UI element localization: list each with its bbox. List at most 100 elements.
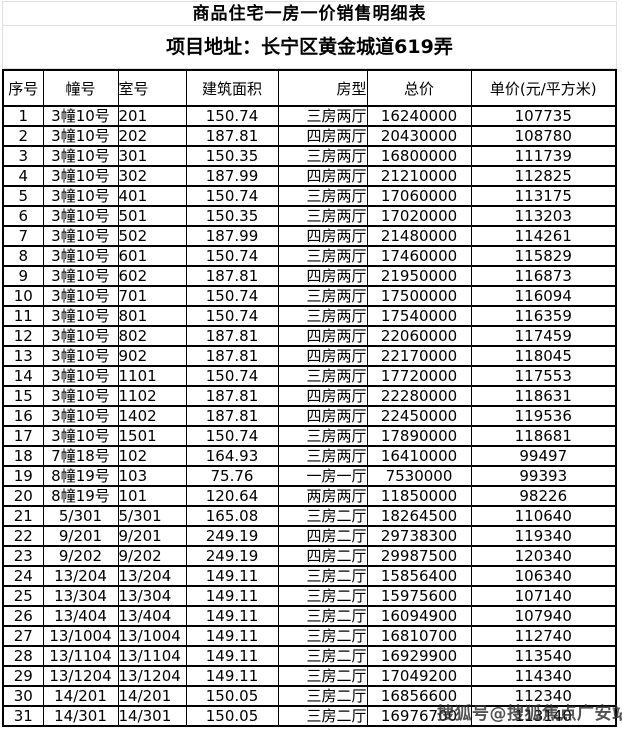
cell-index: 4 (2, 165, 44, 187)
cell-room-type: 两房两厅 (277, 485, 368, 507)
cell-building-no: 3幢10号 (42, 265, 119, 287)
table-row: 5 3幢10号 401 150.74 三房两厅 17060000 113175 (2, 185, 617, 207)
cell-total-price: 17020000 (366, 205, 472, 227)
cell-index: 16 (2, 405, 44, 427)
cell-building-no: 3幢10号 (42, 125, 119, 147)
cell-area: 75.76 (185, 465, 279, 487)
cell-room-no: 202 (117, 125, 187, 147)
cell-building-no: 3幢10号 (42, 425, 119, 447)
cell-index: 8 (2, 245, 44, 267)
cell-index: 7 (2, 225, 44, 247)
table-row: 21 5/301 5/301 165.08 三房二厅 18264500 1106… (2, 505, 617, 527)
cell-area: 149.11 (185, 605, 279, 627)
cell-building-no: 14/201 (42, 685, 119, 707)
table-body: 1 3幢10号 201 150.74 三房两厅 16240000 107735 … (2, 105, 617, 727)
cell-building-no: 8幢19号 (42, 465, 119, 487)
cell-building-no: 3幢10号 (42, 365, 119, 387)
cell-area: 150.05 (185, 685, 279, 707)
cell-area: 150.74 (185, 245, 279, 267)
cell-unit-price: 117553 (470, 365, 617, 387)
cell-total-price: 17049200 (366, 665, 472, 687)
cell-room-type: 四房两厅 (277, 125, 368, 147)
cell-total-price: 17540000 (366, 305, 472, 327)
cell-unit-price: 116094 (470, 285, 617, 307)
cell-area: 187.81 (185, 265, 279, 287)
cell-unit-price: 113203 (470, 205, 617, 227)
cell-room-type: 四房二厅 (277, 525, 368, 547)
col-header-area: 建筑面积 (185, 69, 279, 107)
cell-room-type: 三房两厅 (277, 185, 368, 207)
cell-building-no: 14/301 (42, 705, 119, 727)
cell-unit-price: 110640 (470, 505, 617, 527)
cell-room-no: 13/1204 (117, 665, 187, 687)
cell-total-price: 17720000 (366, 365, 472, 387)
cell-total-price: 18264500 (366, 505, 472, 527)
table-row: 6 3幢10号 501 150.35 三房两厅 17020000 113203 (2, 205, 617, 227)
col-header-room-type: 房型 (277, 69, 368, 107)
cell-building-no: 5/301 (42, 505, 119, 527)
cell-room-type: 三房两厅 (277, 305, 368, 327)
table-row: 28 13/1104 13/1104 149.11 三房二厅 16929900 … (2, 645, 617, 667)
cell-unit-price: 120340 (470, 545, 617, 567)
cell-unit-price: 113140 (470, 705, 617, 727)
project-address: 项目地址：长宁区黄金城道619弄 (166, 36, 453, 58)
cell-room-no: 501 (117, 205, 187, 227)
cell-room-no: 1402 (117, 405, 187, 427)
table-row: 17 3幢10号 1501 150.74 三房两厅 17890000 11868… (2, 425, 617, 447)
cell-unit-price: 99497 (470, 445, 617, 467)
cell-room-no: 13/1004 (117, 625, 187, 647)
cell-total-price: 16094900 (366, 605, 472, 627)
cell-room-no: 101 (117, 485, 187, 507)
cell-total-price: 21480000 (366, 225, 472, 247)
cell-index: 2 (2, 125, 44, 147)
col-header-unit-price: 单价(元/平方米) (470, 69, 617, 107)
cell-room-no: 1501 (117, 425, 187, 447)
cell-unit-price: 118681 (470, 425, 617, 447)
cell-index: 31 (2, 705, 44, 727)
cell-area: 149.11 (185, 665, 279, 687)
cell-index: 15 (2, 385, 44, 407)
cell-room-no: 801 (117, 305, 187, 327)
cell-room-no: 401 (117, 185, 187, 207)
table-row: 27 13/1004 13/1004 149.11 三房二厅 16810700 … (2, 625, 617, 647)
cell-total-price: 20430000 (366, 125, 472, 147)
cell-building-no: 3幢10号 (42, 385, 119, 407)
cell-room-type: 三房二厅 (277, 645, 368, 667)
cell-room-type: 三房两厅 (277, 425, 368, 447)
cell-unit-price: 118045 (470, 345, 617, 367)
cell-unit-price: 116873 (470, 265, 617, 287)
table-row: 31 14/301 14/301 150.05 三房二厅 16976700 11… (2, 705, 617, 727)
cell-room-no: 902 (117, 345, 187, 367)
table-row: 3 3幢10号 301 150.35 三房两厅 16800000 111739 (2, 145, 617, 167)
cell-area: 150.74 (185, 305, 279, 327)
cell-building-no: 3幢10号 (42, 325, 119, 347)
cell-area: 187.81 (185, 345, 279, 367)
cell-unit-price: 119536 (470, 405, 617, 427)
cell-room-type: 三房两厅 (277, 285, 368, 307)
cell-building-no: 3幢10号 (42, 165, 119, 187)
cell-room-no: 1101 (117, 365, 187, 387)
cell-area: 150.35 (185, 205, 279, 227)
cell-room-type: 三房二厅 (277, 705, 368, 727)
table-row: 23 9/202 9/202 249.19 四房二厅 29987500 1203… (2, 545, 617, 567)
table-row: 13 3幢10号 902 187.81 四房两厅 22170000 118045 (2, 345, 617, 367)
cell-area: 249.19 (185, 545, 279, 567)
cell-building-no: 3幢10号 (42, 305, 119, 327)
table-row: 20 8幢19号 101 120.64 两房两厅 11850000 98226 (2, 485, 617, 507)
cell-total-price: 22170000 (366, 345, 472, 367)
cell-room-type: 三房两厅 (277, 245, 368, 267)
cell-total-price: 16810700 (366, 625, 472, 647)
cell-room-type: 三房二厅 (277, 505, 368, 527)
cell-total-price: 16929900 (366, 645, 472, 667)
cell-building-no: 3幢10号 (42, 285, 119, 307)
cell-index: 3 (2, 145, 44, 167)
cell-building-no: 3幢10号 (42, 105, 119, 127)
cell-room-no: 502 (117, 225, 187, 247)
cell-total-price: 21950000 (366, 265, 472, 287)
cell-room-no: 1102 (117, 385, 187, 407)
cell-index: 11 (2, 305, 44, 327)
cell-index: 20 (2, 485, 44, 507)
col-header-building-no: 幢号 (42, 69, 119, 107)
cell-room-type: 三房二厅 (277, 585, 368, 607)
